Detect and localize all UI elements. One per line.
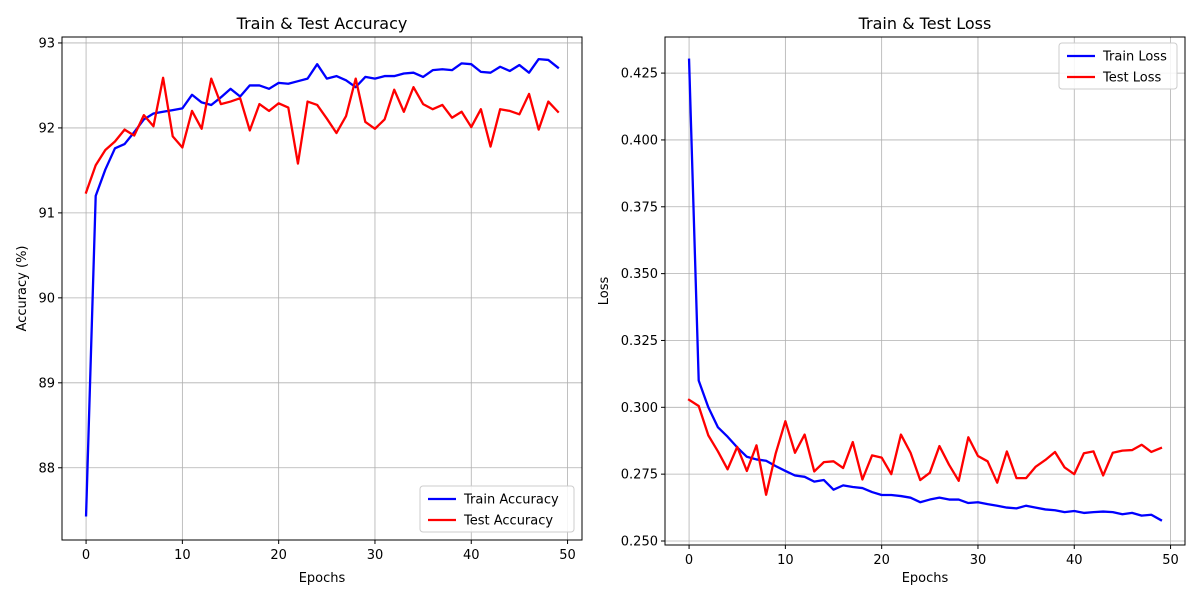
loss-y-tick-label: 0.375 [621, 200, 658, 215]
accuracy-y-tick-label: 90 [38, 291, 55, 306]
accuracy-y-tick-label: 93 [38, 36, 55, 51]
accuracy-y-tick-label: 89 [38, 376, 55, 391]
loss-x-tick-label: 0 [685, 553, 693, 568]
loss-y-tick-label: 0.275 [621, 468, 658, 483]
loss-x-tick-label: 30 [970, 553, 987, 568]
accuracy-x-ticks: 0 10 20 30 40 50 [82, 540, 576, 563]
accuracy-x-tick-label: 40 [463, 548, 480, 563]
train-loss-line [687, 58, 1163, 522]
loss-x-tick-label: 40 [1066, 553, 1083, 568]
loss-y-axis-label: Loss [597, 277, 612, 306]
loss-legend: Train Loss Test Loss [1058, 42, 1178, 90]
accuracy-y-tick-label: 92 [38, 121, 55, 136]
loss-x-axis-label: Epochs [902, 571, 949, 586]
loss-plot-frame [664, 36, 1186, 546]
accuracy-x-tick-label: 50 [559, 548, 576, 563]
accuracy-x-tick-label: 20 [270, 548, 287, 563]
accuracy-x-tick-label: 0 [82, 548, 90, 563]
test-loss-legend-label: Test Loss [1102, 71, 1161, 86]
accuracy-x-tick-label: 30 [367, 548, 384, 563]
loss-lines [687, 58, 1163, 522]
accuracy-legend: Train Accuracy Test Accuracy [419, 485, 575, 533]
loss-x-tick-label: 20 [873, 553, 890, 568]
accuracy-legend-box [419, 485, 575, 533]
accuracy-y-tick-label: 88 [38, 461, 55, 476]
accuracy-x-tick-label: 10 [174, 548, 191, 563]
loss-y-tick-label: 0.325 [621, 334, 658, 349]
loss-y-tick-label: 0.300 [621, 401, 658, 416]
test-accuracy-legend-label: Test Accuracy [463, 514, 553, 529]
accuracy-chart: 0 10 20 30 40 50 88 89 90 91 92 93 Train & Test Ac… [15, 14, 583, 586]
loss-x-ticks: 0 10 20 30 40 50 [685, 545, 1179, 568]
accuracy-y-axis-label: Accuracy (%) [15, 246, 30, 332]
loss-y-ticks: 0.250 0.275 0.300 0.325 0.350 0.375 0.400 0.425 [621, 67, 665, 549]
train-loss-legend-label: Train Loss [1102, 50, 1167, 65]
loss-x-tick-label: 10 [777, 553, 794, 568]
loss-chart: 0 10 20 30 40 50 0.250 0.275 0.300 0.325 0.350 0.3… [597, 14, 1186, 586]
loss-y-tick-label: 0.350 [621, 267, 658, 282]
test-loss-line [687, 398, 1163, 496]
accuracy-plot-frame [61, 36, 583, 541]
train-accuracy-line [84, 57, 560, 517]
loss-chart-title: Train & Test Loss [858, 14, 992, 33]
loss-y-tick-label: 0.400 [621, 133, 658, 148]
accuracy-y-tick-label: 91 [38, 206, 55, 221]
accuracy-chart-title: Train & Test Accuracy [236, 14, 408, 33]
loss-grid [665, 37, 1185, 545]
accuracy-x-axis-label: Epochs [299, 571, 346, 586]
loss-x-tick-label: 50 [1162, 553, 1179, 568]
train-accuracy-legend-label: Train Accuracy [463, 493, 559, 508]
accuracy-lines [84, 57, 560, 517]
test-accuracy-line [84, 76, 560, 194]
loss-y-tick-label: 0.425 [621, 67, 658, 82]
accuracy-y-ticks: 88 89 90 91 92 93 [38, 36, 62, 476]
loss-y-tick-label: 0.250 [621, 534, 658, 549]
